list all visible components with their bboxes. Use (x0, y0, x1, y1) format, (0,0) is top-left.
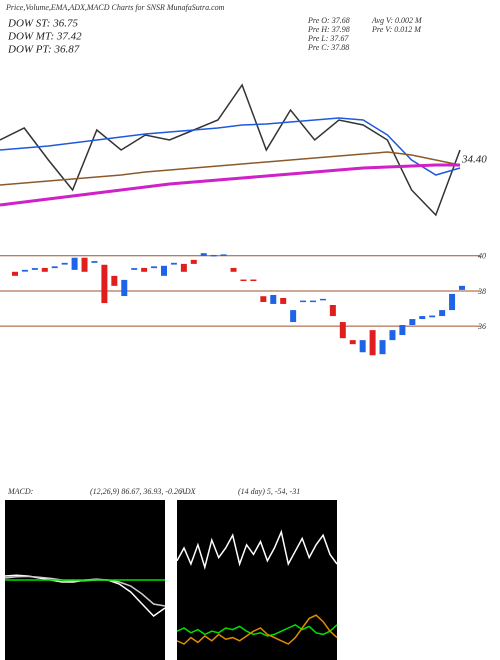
candle (71, 257, 78, 270)
candle (300, 300, 307, 303)
series-line (0, 151, 461, 186)
series-line (176, 623, 338, 637)
candle (91, 261, 98, 263)
candle (280, 297, 287, 304)
y-tick-label: 40 (478, 252, 486, 261)
candle (121, 279, 128, 297)
candle (81, 257, 88, 272)
candle (151, 266, 158, 269)
pre-c: Pre C: 37.88 (307, 43, 349, 52)
series-line (176, 529, 338, 570)
candle (111, 275, 118, 286)
candle (359, 340, 366, 353)
candle (41, 267, 48, 272)
series-line (0, 83, 461, 217)
candle (240, 279, 247, 282)
dow-mt: DOW MT: 37.42 (7, 31, 82, 43)
candle (141, 267, 148, 272)
candle (290, 310, 297, 323)
candle (220, 254, 227, 256)
candle (250, 279, 257, 282)
y-tick-label: 36 (477, 322, 486, 331)
adx-panel (177, 500, 337, 660)
dow-pt: DOW PT: 36.87 (7, 44, 80, 56)
candle (329, 305, 336, 317)
candle (200, 253, 207, 256)
candle (21, 269, 28, 272)
candle (61, 262, 68, 265)
candle (12, 271, 18, 276)
candle (439, 310, 446, 317)
avg-v: Avg V: 0.002 M (371, 16, 423, 25)
candle (260, 296, 267, 303)
candle (310, 300, 316, 303)
candle (190, 259, 197, 264)
dow-st: DOW ST: 36.75 (7, 18, 78, 30)
pre-v: Pre V: 0.012 M (371, 25, 422, 34)
adx-subtitle: (14 day) 5, -54, -31 (238, 487, 300, 496)
candle (210, 254, 217, 257)
candle (459, 285, 465, 290)
macd-title: MACD: (7, 487, 34, 496)
candle (399, 325, 406, 336)
candle (170, 262, 177, 265)
candle (161, 265, 167, 276)
candle (419, 316, 426, 320)
candle (230, 267, 237, 272)
series-line (176, 614, 338, 645)
candle (319, 298, 326, 301)
candle (131, 268, 138, 270)
candle (449, 293, 456, 311)
series-line (0, 163, 460, 207)
series-line (0, 117, 461, 176)
series-line (4, 575, 166, 607)
candle (429, 315, 436, 318)
candle (369, 330, 376, 356)
pre-l: Pre L: 37.67 (307, 34, 349, 43)
candle (180, 263, 187, 272)
candle (270, 294, 277, 304)
candle (389, 330, 396, 341)
chart-title: Price,Volume,EMA,ADX,MACD Charts for SNS… (5, 3, 225, 12)
pre-o: Pre O: 37.68 (307, 16, 350, 25)
candle (339, 322, 346, 339)
candle (379, 340, 386, 355)
pre-h: Pre H: 37.98 (307, 25, 350, 34)
candle (409, 319, 416, 326)
y-tick-label: 38 (477, 287, 486, 296)
candle (349, 340, 356, 345)
macd-subtitle: (12,26,9) 86.67, 36.93, -0.26 (90, 487, 182, 496)
last-price: 34.40 (461, 154, 487, 166)
adx-title: ADX (179, 487, 197, 496)
candle (31, 268, 38, 270)
candle (101, 264, 108, 304)
candle (51, 266, 58, 269)
